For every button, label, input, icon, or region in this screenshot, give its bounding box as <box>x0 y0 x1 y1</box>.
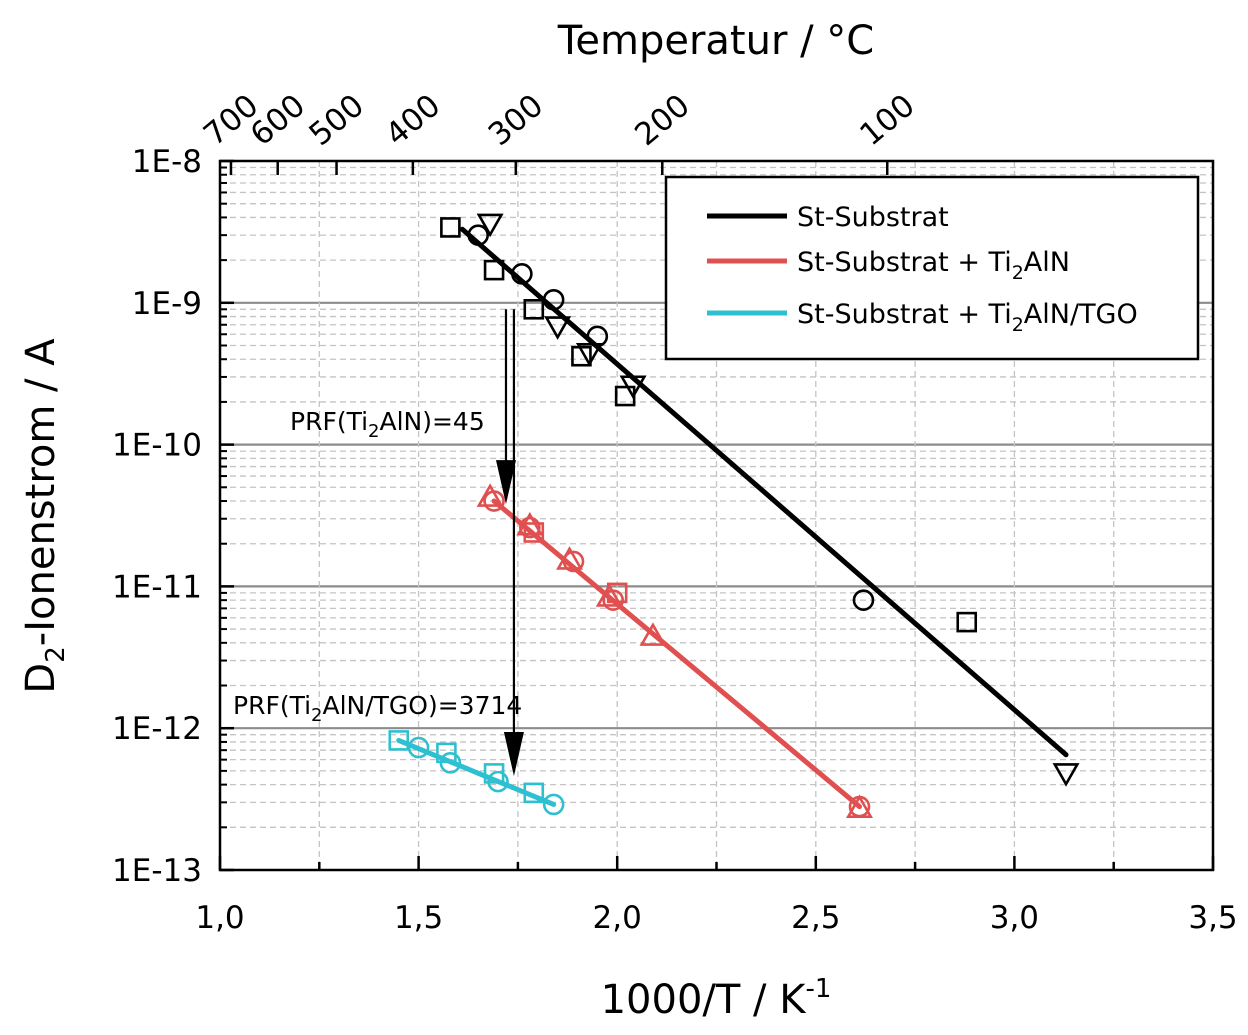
data-point-s0-circle-4 <box>852 589 875 611</box>
data-point-s2-square-3 <box>523 782 545 804</box>
data-point-s0-circle-2 <box>542 288 565 311</box>
top-tick-label: 400 <box>379 88 447 154</box>
annotation-prf-ti2aln-sub: 2 <box>368 421 379 442</box>
data-point-s0-triangle_down-1 <box>544 316 572 340</box>
legend-entry-ti2aln-pre: St-Substrat + Ti <box>797 247 1012 278</box>
x-axis: 1,0 1,5 2,0 2,5 3,0 3,5 <box>195 856 1238 936</box>
x-tick-label: 3,5 <box>1188 900 1237 936</box>
data-point-s0-triangle_down-0 <box>476 213 504 238</box>
y-axis-title-sub: 2 <box>41 646 71 663</box>
data-point-s0-square-3 <box>571 345 592 367</box>
y-axis-title-post: -Ionenstrom / A <box>18 338 64 646</box>
annotation-prf-ti2aln-tgo-post: AlN/TGO)=3714 <box>322 691 522 720</box>
legend-entry-ti2aln-tgo-pre: St-Substrat + Ti <box>797 299 1012 330</box>
annotation-prf-ti2aln-pre: PRF(Ti <box>290 407 368 436</box>
legend-entry-ti2aln-sub: 2 <box>1012 262 1024 284</box>
annotation-arrow-head-0 <box>495 460 516 505</box>
data-point-s0-square-0 <box>440 217 461 238</box>
y-tick-label: 1E-10 <box>112 428 202 464</box>
legend-box <box>664 175 1200 361</box>
x-tick-label: 2,0 <box>593 900 642 936</box>
annotation-prf-ti2aln: PRF(Ti2AlN)=45 <box>290 407 485 442</box>
data-point-s1-circle-1 <box>519 516 541 539</box>
y-axis-title: D2-Ionenstrom / A <box>18 338 71 694</box>
data-point-s2-circle-3 <box>542 793 565 816</box>
top-tick-label: 500 <box>303 88 371 154</box>
legend-entry-ti2aln-tgo-sub: 2 <box>1012 314 1024 336</box>
data-point-s1-triangle_up-3 <box>595 583 623 607</box>
y-axis: 1E-13 1E-12 1E-11 1E-10 1E-9 1E-8 <box>112 144 234 889</box>
x-axis-title: 1000/T / K-1 <box>601 974 832 1023</box>
data-point-s0-circle-1 <box>511 263 533 285</box>
y-tick-label: 1E-8 <box>132 144 202 180</box>
data-point-s0-square-5 <box>956 611 978 633</box>
y-tick-label: 1E-9 <box>132 286 202 322</box>
data-point-s1-triangle_up-1 <box>516 511 544 536</box>
data-point-s1-circle-2 <box>562 550 585 573</box>
top-tick-label: 600 <box>244 88 312 154</box>
data-point-s1-triangle_up-5 <box>846 794 873 819</box>
data-point-s0-triangle_down-4 <box>1052 763 1080 787</box>
data-point-s0-triangle_down-2 <box>575 343 603 367</box>
top-axis-title: Temperatur / °C <box>557 18 874 64</box>
legend-entry-ti2aln-tgo: St-Substrat + Ti2AlN/TGO <box>797 299 1138 336</box>
data-point-s2-square-1 <box>436 742 457 764</box>
x-axis-title-sup: -1 <box>805 974 831 1004</box>
data-point-s0-circle-3 <box>586 325 609 348</box>
legend-entry-ti2aln-tgo-post: AlN/TGO <box>1024 299 1138 330</box>
fit-line-series-2 <box>396 737 557 807</box>
data-point-s2-circle-0 <box>407 736 430 759</box>
top-tick-label: 300 <box>482 88 550 154</box>
data-point-s0-square-1 <box>483 259 505 281</box>
y-tick-label: 1E-13 <box>112 853 202 889</box>
annotation-prf-ti2aln-tgo-sub: 2 <box>311 705 322 726</box>
data-point-s1-triangle_up-0 <box>476 483 504 507</box>
data-point-s2-square-0 <box>388 730 410 751</box>
top-tick-label: 200 <box>628 88 696 154</box>
data-point-s1-triangle_up-2 <box>556 546 584 570</box>
annotation-prf-ti2aln-tgo: PRF(Ti2AlN/TGO)=3714 <box>233 691 522 726</box>
data-point-s0-circle-0 <box>467 224 489 246</box>
annotation-prf-ti2aln-post: AlN)=45 <box>379 407 484 436</box>
y-tick-label: 1E-11 <box>112 569 202 605</box>
x-axis-title-main: 1000/T / K <box>601 977 808 1023</box>
markers <box>388 213 1080 819</box>
legend-entry-ti2aln-post: AlN <box>1024 247 1070 278</box>
data-point-s0-triangle_down-3 <box>619 375 647 400</box>
x-tick-label: 2,5 <box>791 900 840 936</box>
data-point-s2-circle-1 <box>439 752 462 774</box>
y-axis-title-pre: D <box>18 663 64 694</box>
data-point-s0-square-2 <box>523 298 545 320</box>
top-tick-label: 100 <box>853 88 921 154</box>
x-tick-label: 1,0 <box>195 900 244 936</box>
annotation-prf-ti2aln-tgo-pre: PRF(Ti <box>233 691 311 720</box>
legend: St-Substrat St-Substrat + Ti2AlN St-Subs… <box>664 175 1200 361</box>
data-point-s2-circle-2 <box>487 770 509 793</box>
annotation-arrows <box>495 309 524 777</box>
y-tick-label: 1E-12 <box>112 711 202 747</box>
x-tick-label: 1,5 <box>394 900 443 936</box>
legend-entry-st-substrat: St-Substrat <box>797 202 949 233</box>
x-tick-label: 3,0 <box>990 900 1039 936</box>
data-point-s1-triangle_up-4 <box>639 622 667 646</box>
legend-entry-ti2aln: St-Substrat + Ti2AlN <box>797 247 1070 284</box>
fit-line-series-1 <box>491 498 862 810</box>
annotation-arrow-head-1 <box>503 732 524 777</box>
